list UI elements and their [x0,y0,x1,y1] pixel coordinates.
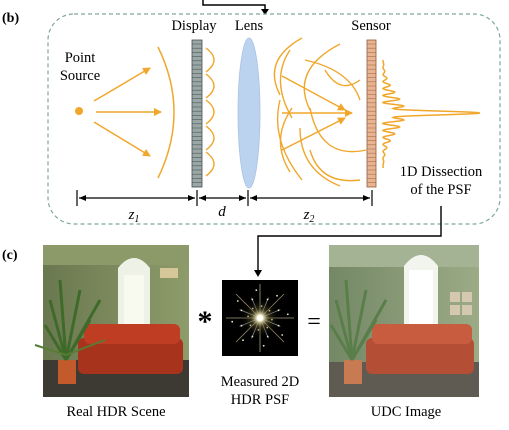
measured-psf-image [222,280,298,356]
display-panel [191,39,203,188]
psf-1d-curve [381,60,481,169]
incident-wavefront [157,46,175,179]
dim-z2-subscript: 2 [309,214,314,225]
ray-down [93,121,151,157]
psf-speckle [236,300,239,302]
dimension-arrowheads [79,195,370,201]
psf-speckle [255,289,258,292]
dim-z1-label: z1 [128,207,140,225]
psf-caption-line2: HDR PSF [231,392,289,408]
converging-wavefronts [273,37,367,187]
sensor-label: Sensor [351,18,391,34]
point-source-label-line1: Point [65,50,96,66]
converging-rays [281,75,353,151]
psf-speckle [262,344,265,347]
convolution-symbol: * [198,305,213,338]
diffracted-wavelets [205,47,215,177]
psf-connector [257,206,442,272]
psf-speckle [276,294,278,297]
psf-speckle [242,339,244,342]
sensor [366,39,377,188]
point-source-dot [75,107,83,115]
udc-image [329,245,479,397]
top-connector [202,0,266,11]
dim-z2-label: z2 [303,207,315,225]
psf-caption-line1: Measured 2D [221,374,300,390]
ray-up [93,67,151,102]
point-source-label-line2: Source [60,68,100,84]
psf-speckle [231,320,234,323]
lens [237,37,261,189]
real-hdr-scene-image [34,245,189,397]
psf-speckle [286,313,289,316]
dissection-label-line1: 1D Dissection [400,164,483,180]
display-label: Display [171,18,217,34]
dim-z1-symbol: z [128,207,135,223]
dimension-lines [76,190,373,206]
psf-connector-arrowhead [254,270,262,277]
top-connector-arrowhead [261,9,269,15]
panel-c-tag: (c) [2,248,18,263]
udc-caption: UDC Image [371,404,441,420]
scene-caption: Real HDR Scene [66,404,165,420]
lens-label: Lens [235,18,264,34]
dim-z2-symbol: z [303,207,310,223]
panel-b-border [47,13,501,225]
panel-b-tag: (b) [2,11,19,26]
dim-d-label: d [218,204,226,220]
dissection-label-line2: of the PSF [410,182,471,198]
dim-z1-subscript: 1 [134,214,139,225]
incident-rays [93,67,162,157]
psf-speckle [281,334,284,336]
equals-symbol: = [307,309,321,335]
